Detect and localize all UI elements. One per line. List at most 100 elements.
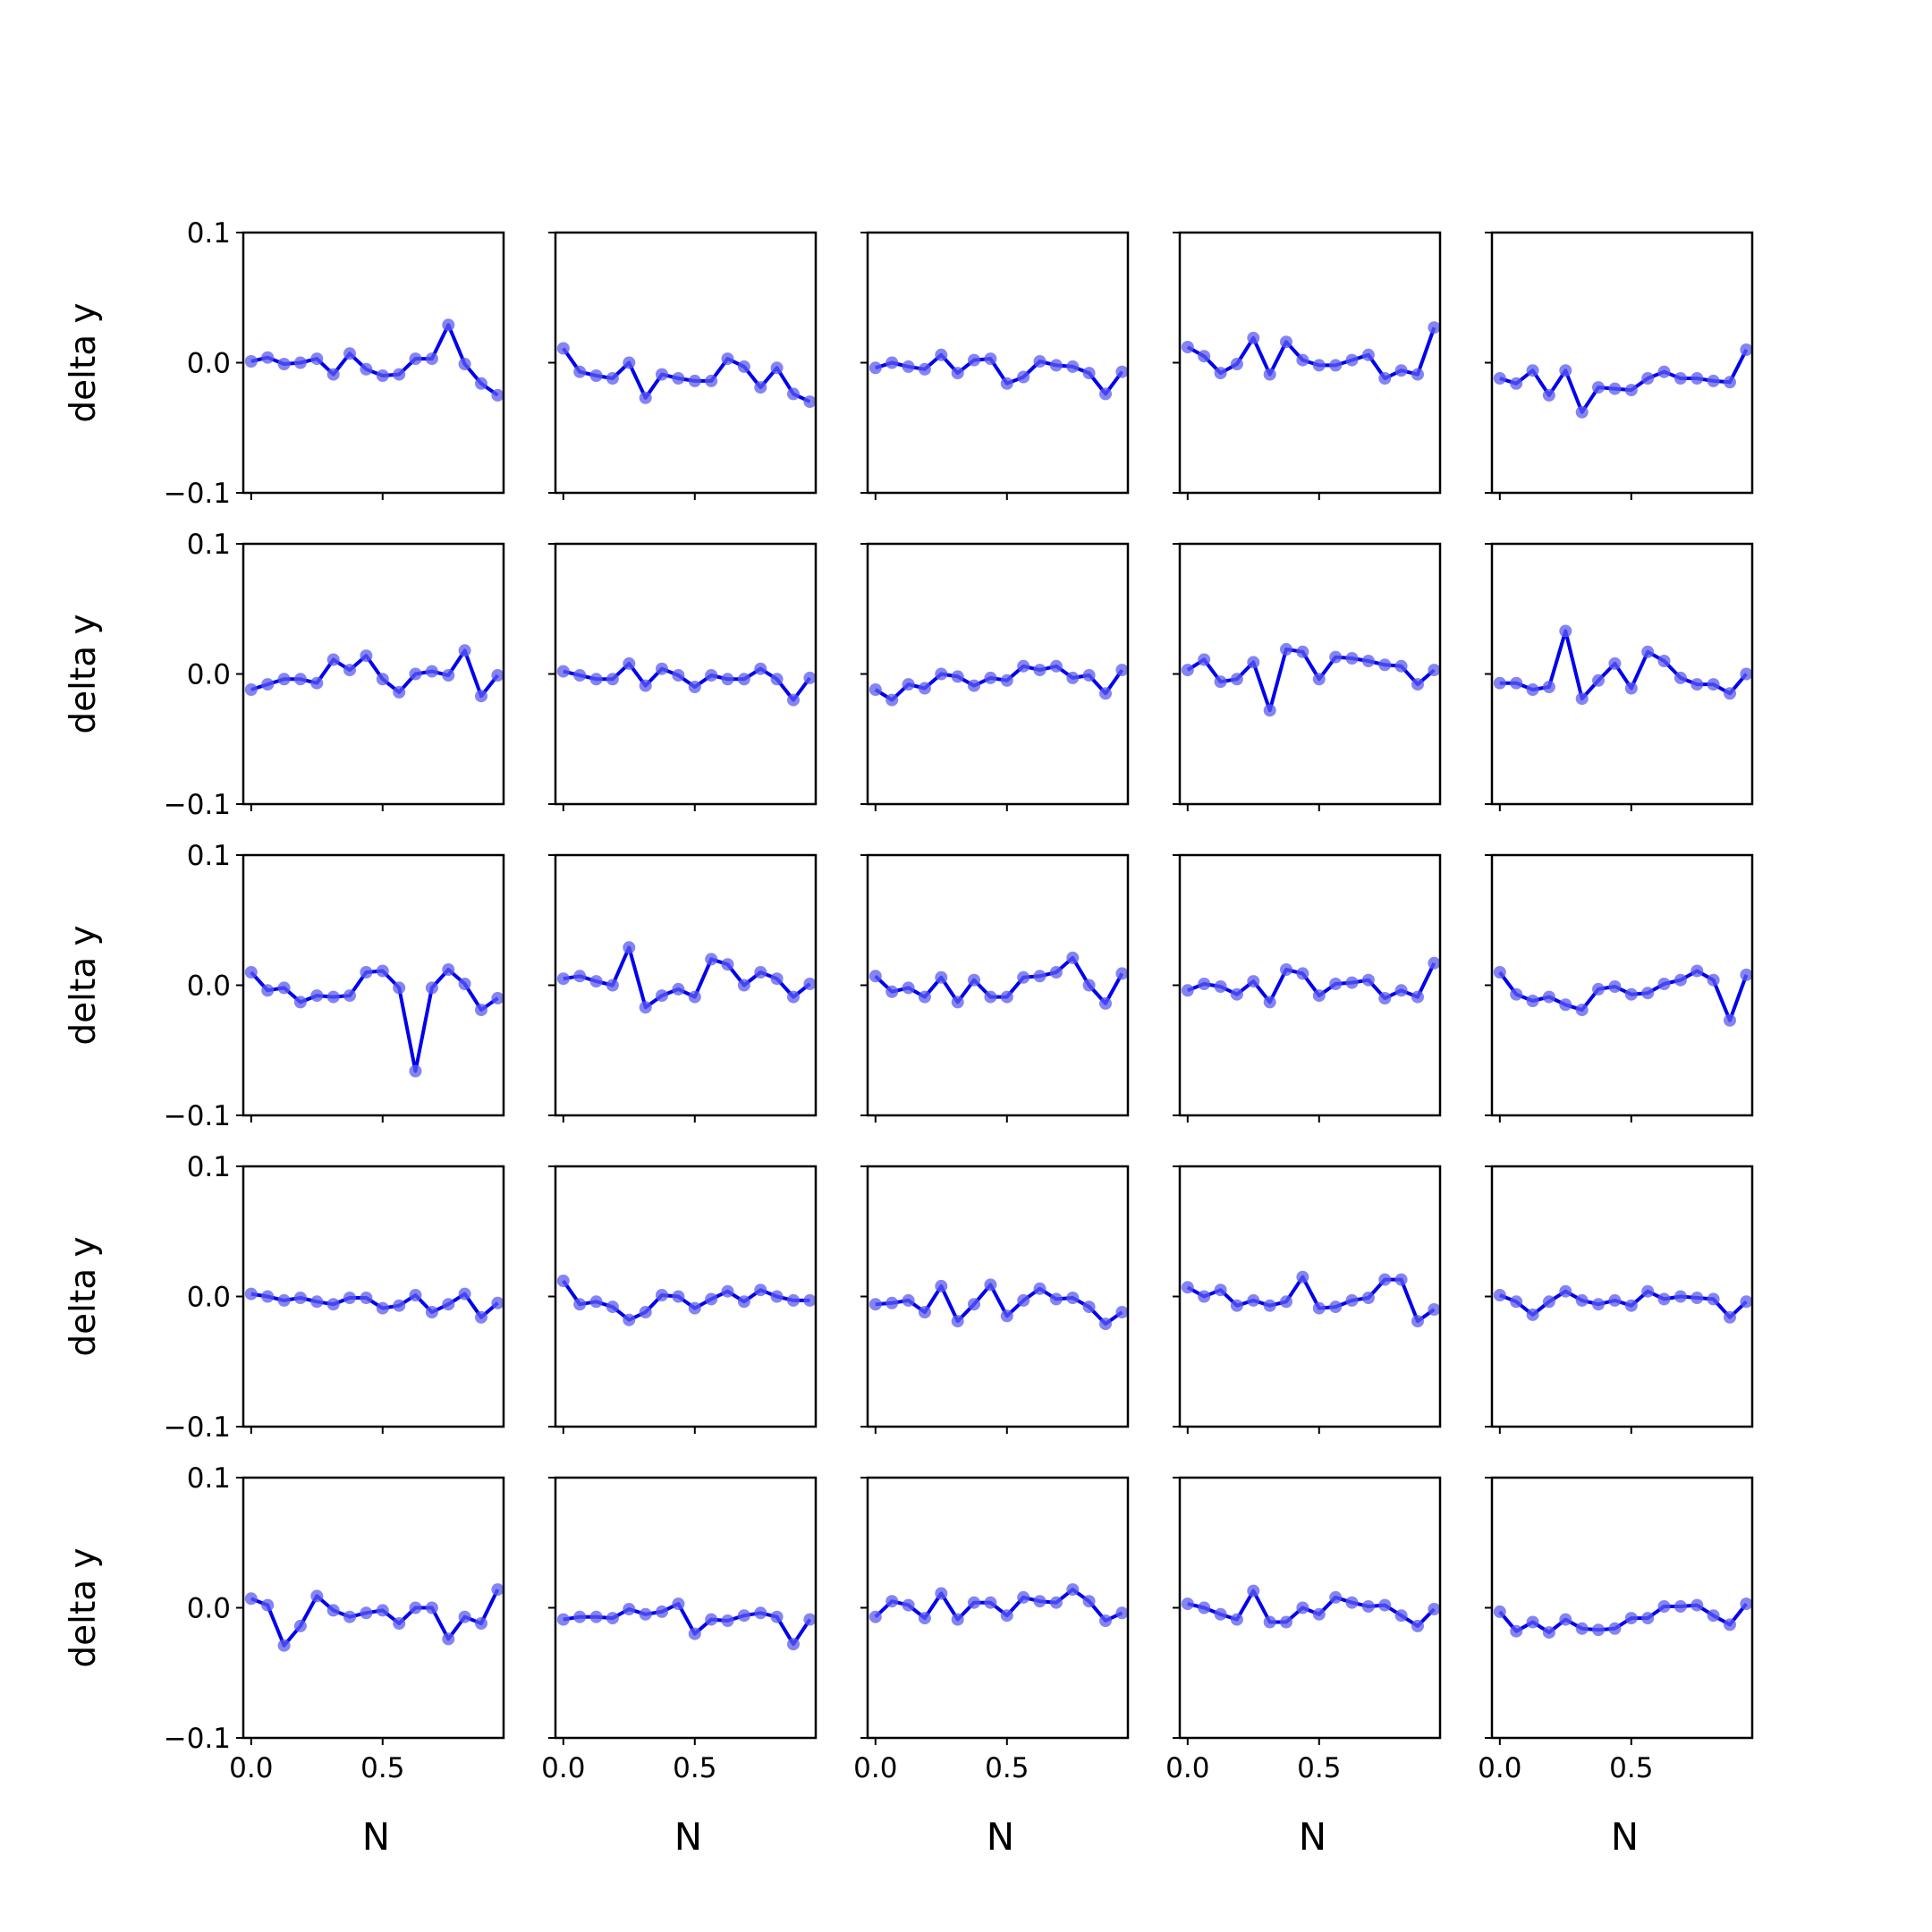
x-tick-label: 0.5 — [1609, 1752, 1653, 1784]
data-point — [277, 673, 291, 686]
y-tick-label: 0.0 — [187, 1593, 231, 1625]
y-tick-label: 0.0 — [187, 659, 231, 691]
data-point — [951, 367, 964, 380]
data-point — [1542, 1295, 1555, 1309]
data-point — [1624, 682, 1638, 695]
data-point — [1230, 1299, 1243, 1312]
axes-frame — [1178, 542, 1442, 806]
axes-frame — [1178, 1165, 1442, 1428]
data-point — [1575, 692, 1589, 706]
data-point — [918, 682, 931, 695]
data-point — [968, 1596, 980, 1609]
data-point — [343, 347, 356, 360]
data-point — [869, 683, 882, 696]
series-line — [874, 664, 1124, 702]
data-point — [1542, 1626, 1555, 1640]
data-point — [1312, 1301, 1326, 1315]
data-point — [458, 358, 471, 370]
series-line — [1186, 1275, 1436, 1324]
axes-frame — [554, 1165, 818, 1428]
data-point — [573, 1610, 587, 1623]
y-tick-label: 0.0 — [187, 348, 231, 380]
data-point — [1378, 1598, 1392, 1612]
data-point — [244, 1287, 258, 1301]
subplot-r1-c4 — [1485, 542, 1754, 811]
data-point — [1033, 664, 1046, 677]
axes-frame — [1490, 542, 1754, 806]
data-point — [475, 1617, 487, 1630]
data-point — [244, 355, 258, 368]
data-point — [491, 1583, 504, 1597]
data-point — [1510, 377, 1523, 390]
data-point — [1575, 405, 1589, 419]
data-point — [1181, 664, 1194, 677]
y-tick-label: 0.0 — [187, 1282, 231, 1314]
data-point — [770, 972, 784, 986]
data-point — [1230, 1613, 1243, 1626]
data-point — [984, 352, 997, 366]
data-point — [360, 1292, 373, 1304]
data-point — [1181, 341, 1194, 353]
data-point — [770, 361, 784, 375]
data-point — [343, 664, 356, 677]
data-point — [293, 356, 307, 369]
data-point — [918, 1612, 931, 1625]
data-point — [1049, 1596, 1063, 1609]
data-point — [656, 368, 668, 381]
data-point — [425, 1601, 438, 1614]
data-point — [968, 973, 980, 987]
data-point — [1707, 1292, 1720, 1306]
data-point — [1099, 387, 1112, 401]
data-point — [293, 1292, 307, 1304]
data-point — [1000, 1309, 1013, 1323]
data-point — [770, 673, 784, 686]
subplot-r0-c0: −0.1 0.0 0.1 delta y — [64, 217, 505, 510]
x-axis-label: N — [1611, 1815, 1639, 1859]
axes-frame — [866, 1165, 1130, 1428]
data-point — [803, 671, 817, 684]
subplot-r1-c1 — [548, 542, 818, 811]
data-point — [754, 381, 767, 394]
data-point — [343, 1610, 356, 1623]
data-point — [1657, 1292, 1671, 1306]
series-line — [1499, 629, 1748, 701]
subplot-r4-c1: 0.0 0.5 N — [541, 1476, 818, 1859]
data-point — [1608, 657, 1622, 670]
data-point — [918, 1306, 931, 1318]
data-point — [1115, 1606, 1129, 1620]
data-point — [606, 673, 619, 686]
y-tick-label: −0.1 — [164, 1723, 231, 1755]
data-point — [1740, 343, 1753, 356]
data-point — [1082, 669, 1096, 682]
axes-frame — [866, 542, 1130, 806]
data-point — [1049, 1292, 1063, 1306]
data-point — [1312, 1607, 1326, 1621]
subplot-r0-c1 — [548, 231, 818, 500]
data-point — [951, 1613, 964, 1626]
data-point — [1411, 990, 1424, 1004]
data-point — [639, 1607, 652, 1621]
data-point — [326, 368, 340, 381]
data-point — [1000, 674, 1013, 687]
data-point — [1099, 1318, 1112, 1331]
data-point — [1411, 368, 1424, 381]
data-point — [935, 1279, 948, 1292]
subplot-r3-c1 — [548, 1165, 818, 1434]
data-point — [1099, 1614, 1112, 1627]
data-point — [1526, 683, 1539, 696]
data-point — [442, 963, 455, 976]
series-line — [1187, 1589, 1436, 1628]
data-point — [1707, 374, 1720, 387]
data-point — [672, 1597, 685, 1611]
data-point — [705, 953, 718, 966]
data-point — [1361, 973, 1375, 987]
data-point — [475, 377, 487, 390]
data-point — [705, 669, 718, 682]
data-point — [1428, 956, 1441, 970]
data-point — [754, 966, 767, 979]
data-point — [573, 365, 587, 378]
data-point — [623, 657, 636, 670]
data-point — [754, 662, 767, 675]
data-point — [1559, 1284, 1572, 1298]
